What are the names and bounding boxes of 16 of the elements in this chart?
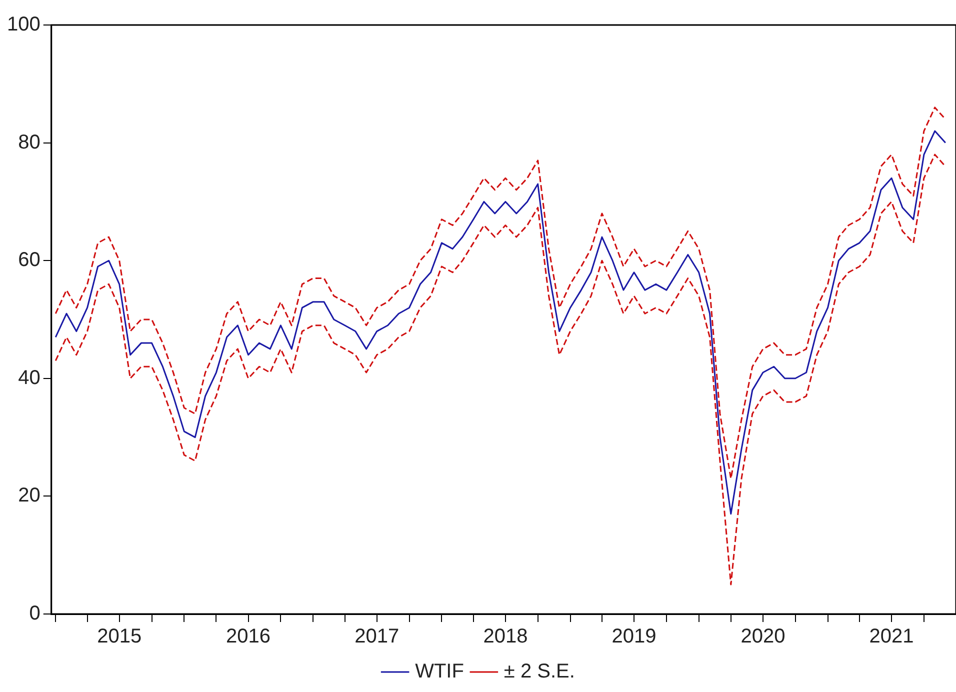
x-tick-label: 2019 — [612, 626, 656, 648]
y-tick-label: 80 — [18, 131, 40, 154]
legend-label: WTIF — [415, 660, 464, 683]
x-tick-label: 2021 — [869, 626, 914, 648]
legend-label: ± 2 S.E. — [504, 660, 575, 683]
x-tick-label: 2015 — [97, 626, 142, 648]
y-tick-label: 0 — [29, 602, 40, 625]
x-tick-label: 2018 — [483, 626, 528, 648]
x-tick-label: 2020 — [740, 626, 786, 648]
x-tick-label: 2016 — [226, 626, 271, 648]
line-series — [54, 154, 946, 586]
y-tick-label: 20 — [18, 484, 40, 507]
y-tick-label: 60 — [18, 249, 40, 272]
y-tick-label: 100 — [6, 14, 40, 36]
y-tick-label: 40 — [18, 366, 40, 389]
x-tick-label: 2017 — [354, 626, 400, 648]
